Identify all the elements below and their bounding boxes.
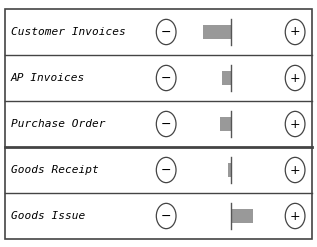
Text: +: + (290, 164, 301, 177)
Ellipse shape (156, 203, 176, 229)
Bar (220, 117, 231, 131)
Bar (222, 71, 231, 85)
Text: −: − (161, 118, 171, 130)
Bar (231, 209, 253, 223)
Text: Customer Invoices: Customer Invoices (11, 27, 126, 37)
Ellipse shape (156, 111, 176, 137)
Text: Purchase Order: Purchase Order (11, 119, 106, 129)
Ellipse shape (285, 65, 305, 91)
Ellipse shape (156, 157, 176, 183)
Text: −: − (161, 164, 171, 177)
Ellipse shape (156, 19, 176, 45)
Text: +: + (290, 25, 301, 39)
Text: +: + (290, 118, 301, 130)
Text: AP Invoices: AP Invoices (11, 73, 85, 83)
Ellipse shape (285, 157, 305, 183)
Ellipse shape (285, 19, 305, 45)
Text: +: + (290, 209, 301, 223)
Text: +: + (290, 71, 301, 84)
Ellipse shape (285, 111, 305, 137)
Bar (203, 25, 231, 39)
Text: −: − (161, 209, 171, 223)
Bar (229, 163, 231, 177)
Text: Goods Receipt: Goods Receipt (11, 165, 99, 175)
Text: −: − (161, 71, 171, 84)
Text: Goods Issue: Goods Issue (11, 211, 85, 221)
Ellipse shape (285, 203, 305, 229)
Ellipse shape (156, 65, 176, 91)
Text: −: − (161, 25, 171, 39)
